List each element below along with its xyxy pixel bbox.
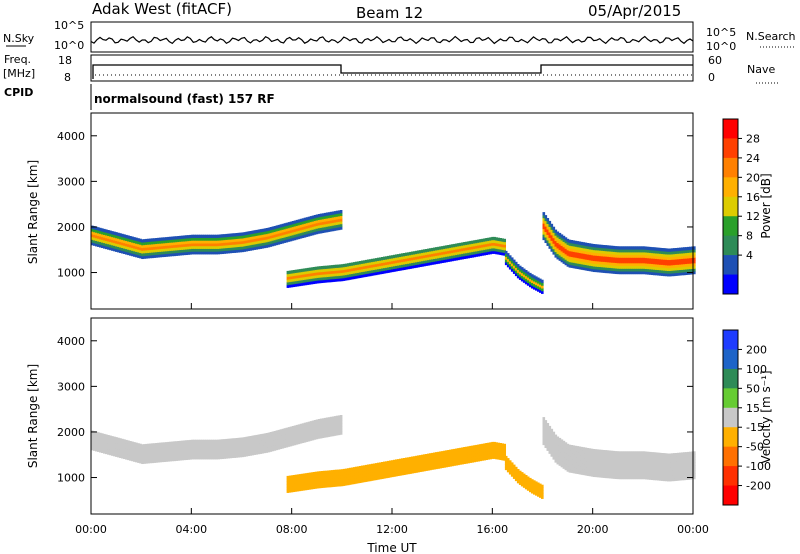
freq-unit-label: [MHz] [3, 67, 35, 80]
x-axis-label: Time UT [366, 541, 417, 554]
colorbar-tick-label: 12 [746, 210, 760, 223]
power-data [91, 210, 696, 294]
cpid-text: normalsound (fast) 157 RF [94, 92, 275, 106]
colorbar-tick-label: 200 [746, 343, 767, 356]
freq-line [92, 64, 693, 79]
noise-sky-line [90, 35, 694, 45]
velocity-data [91, 415, 696, 499]
colorbar-segment [723, 388, 738, 409]
colorbar-tick-label: 50 [746, 382, 760, 395]
noise-left-tick-bottom: 10^0 [54, 39, 84, 52]
colorbar-tick-label: -15 [746, 421, 764, 434]
y-tick-label: 2000 [57, 221, 85, 234]
colorbar-tick-label: 15 [746, 402, 760, 415]
x-tick-label: 04:00 [175, 523, 207, 536]
noise-right-tick-bottom: 10^0 [706, 40, 736, 53]
colorbar-segment [723, 466, 738, 487]
colorbar-segment [723, 157, 738, 178]
x-tick-label: 00:00 [75, 523, 107, 536]
y-tick-label: 3000 [57, 175, 85, 188]
y-tick-label: 1000 [57, 267, 85, 280]
colorbar-segment [723, 196, 738, 217]
colorbar-tick-label: 4 [746, 249, 753, 262]
y-tick-label: 3000 [57, 380, 85, 393]
nave-label: Nave [747, 63, 775, 76]
power-y-label: Slant Range [km] [26, 160, 40, 264]
colorbar-segment [723, 216, 738, 237]
noise-left-label: N.Sky [3, 32, 35, 45]
colorbar-segment [723, 235, 738, 256]
colorbar-tick-label: -50 [746, 441, 764, 454]
colorbar-segment [723, 446, 738, 467]
velocity-y-axis: 1000 2000 3000 4000 [57, 335, 693, 485]
x-tick-label: 16:00 [476, 523, 508, 536]
colorbar-segment [723, 407, 738, 428]
freq-tick-top: 18 [58, 54, 72, 67]
colorbar-segment [723, 274, 738, 295]
beam-label: Beam 12 [356, 4, 423, 22]
colorbar-tick-label: 28 [746, 132, 760, 145]
x-tick-label: 20:00 [577, 523, 609, 536]
freq-panel: Freq. [MHz] 18 8 60 0 Nave CPID normalso… [3, 53, 780, 110]
colorbar-tick-label: -200 [746, 480, 771, 493]
power-colorbar: 28 24 20 16 12 8 4 Power [dB] [722, 118, 773, 295]
velocity-panel: 1000 2000 3000 4000 Slant Range [km] [26, 317, 696, 515]
velocity-colorbar-label: Velocity [m s⁻¹] [759, 370, 773, 463]
y-tick-label: 1000 [57, 472, 85, 485]
velocity-y-label: Slant Range [km] [26, 364, 40, 468]
radar-title: Adak West (fitACF) [92, 0, 232, 18]
colorbar-segment [723, 368, 738, 389]
colorbar-tick-label: 24 [746, 152, 760, 165]
date-label: 05/Apr/2015 [588, 2, 681, 20]
colorbar-tick-label: -100 [746, 460, 771, 473]
noise-left-tick-top: 10^5 [54, 19, 84, 32]
freq-tick-bottom: 8 [64, 71, 71, 84]
x-tick-label: 12:00 [376, 523, 408, 536]
colorbar-segment [723, 138, 738, 159]
time-x-axis: 00:00 04:00 08:00 12:00 16:00 20:00 00:00 [75, 303, 709, 536]
colorbar-segment [723, 330, 738, 350]
power-y-axis: 1000 2000 3000 4000 [57, 130, 693, 280]
colorbar-segment [723, 177, 738, 198]
noise-right-tick-top: 10^5 [706, 26, 736, 39]
x-tick-label: 08:00 [276, 523, 308, 536]
y-tick-label: 4000 [57, 130, 85, 143]
freq-label: Freq. [4, 53, 31, 66]
colorbar-tick-label: 8 [746, 230, 753, 243]
y-tick-label: 4000 [57, 335, 85, 348]
colorbar-segment [723, 427, 738, 448]
nave-tick-top: 60 [708, 54, 722, 67]
colorbar-segment [723, 255, 738, 276]
colorbar-segment [723, 485, 738, 506]
colorbar-tick-label: 100 [746, 363, 767, 376]
colorbar-segment [723, 119, 738, 139]
colorbar-segment [723, 349, 738, 370]
velocity-colorbar: 200 100 50 15 -15 -50 -100 -200 Velocity [m s⁻¹… [722, 329, 773, 506]
power-colorbar-label: Power [dB] [759, 173, 773, 238]
y-tick-label: 2000 [57, 426, 85, 439]
colorbar-tick-label: 16 [746, 191, 760, 204]
x-tick-label: 00:00 [677, 523, 709, 536]
colorbar-tick-label: 20 [746, 171, 760, 184]
nave-tick-bottom: 0 [708, 71, 715, 84]
noise-panel: N.Sky 10^5 10^0 10^5 10^0 N.Search [3, 19, 796, 53]
power-panel: 1000 2000 3000 4000 Slant Range [km] [26, 112, 696, 310]
cpid-label: CPID [4, 86, 33, 99]
noise-right-label: N.Search [746, 30, 796, 43]
